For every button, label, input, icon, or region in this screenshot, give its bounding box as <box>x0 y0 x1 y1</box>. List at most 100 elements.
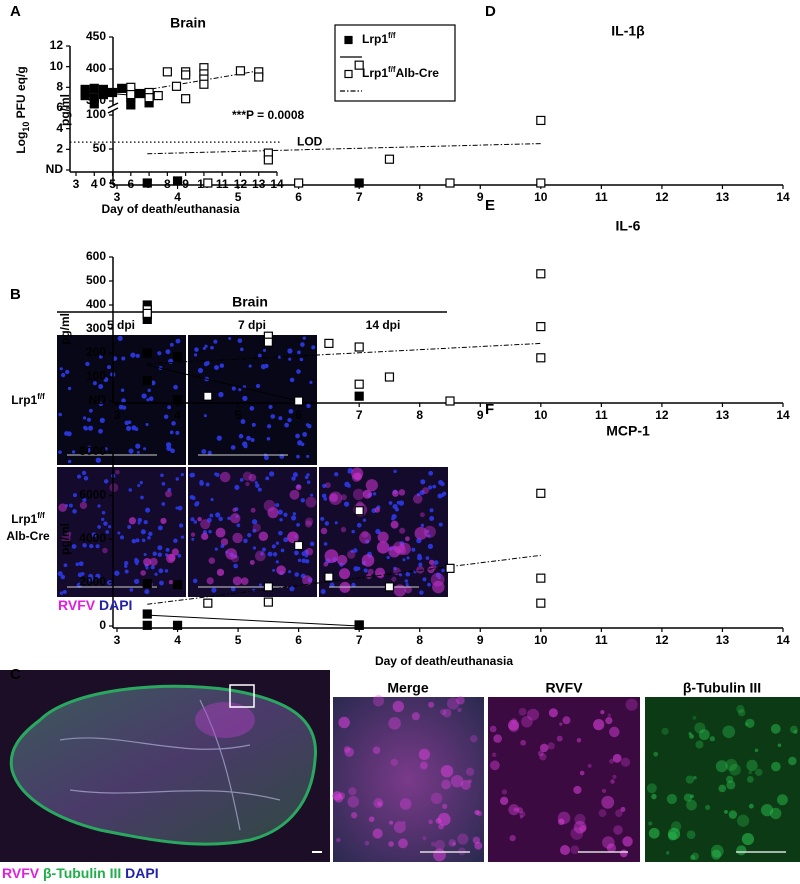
nucleus <box>88 576 94 582</box>
nucleus <box>398 500 405 506</box>
rvfv-signal <box>365 479 378 492</box>
x-tick-label: 8 <box>164 177 171 191</box>
data-point <box>171 81 182 91</box>
stain-signal <box>556 735 563 742</box>
nucleus <box>203 414 207 418</box>
x-tick-label: 5 <box>235 190 242 204</box>
nucleus <box>283 512 288 517</box>
nucleus <box>178 523 184 528</box>
nucleus <box>131 425 137 431</box>
stain-signal <box>474 841 483 850</box>
nucleus <box>292 512 297 516</box>
nucleus <box>112 356 118 361</box>
nucleus <box>89 543 94 549</box>
y-tick-label: 12 <box>50 38 64 52</box>
data-point <box>98 89 109 100</box>
stain-signal <box>430 792 443 805</box>
stain-signal <box>372 746 381 754</box>
stain-signal <box>576 737 582 743</box>
rvfv-signal <box>201 532 209 541</box>
text-part: RVFV <box>2 865 40 881</box>
merge-image <box>333 697 484 862</box>
nucleus <box>117 531 121 535</box>
stain-signal <box>509 834 516 842</box>
rvfv-signal <box>392 541 405 554</box>
nucleus <box>219 363 225 368</box>
nucleus <box>372 492 377 496</box>
nucleus <box>205 482 210 487</box>
nucleus <box>294 572 299 577</box>
stain-signal <box>448 839 457 847</box>
x-tick-label: 3 <box>114 408 121 422</box>
data-point <box>536 598 546 608</box>
rvfv-signal <box>354 472 363 481</box>
rvfv-signal <box>240 577 249 585</box>
data-point <box>354 379 364 389</box>
nucleus <box>208 529 212 534</box>
nucleus <box>145 422 149 427</box>
column-label: 7 dpi <box>238 318 266 332</box>
nucleus <box>59 367 63 371</box>
nucleus <box>307 424 312 429</box>
stain-signal <box>372 828 383 839</box>
nucleus <box>206 517 212 523</box>
rvfv-signal <box>168 579 174 585</box>
nucleus <box>133 578 140 584</box>
nucleus <box>95 573 101 579</box>
nucleus <box>60 574 66 580</box>
stain-signal <box>393 821 406 834</box>
nucleus <box>300 442 305 447</box>
rvfv-signal <box>305 496 317 508</box>
x-tick-label: 11 <box>595 408 608 422</box>
rvfv-signal <box>320 527 328 535</box>
nucleus <box>143 447 147 451</box>
data-point <box>203 598 213 608</box>
data-point <box>203 178 213 188</box>
nucleus <box>255 483 260 488</box>
stain-signal <box>755 768 763 777</box>
panel-label: C <box>10 666 21 683</box>
nucleus <box>427 534 431 538</box>
nucleus <box>302 336 306 340</box>
nucleus <box>157 525 163 531</box>
nucleus <box>134 557 138 562</box>
x-tick-label: 4 <box>174 408 181 422</box>
nucleus <box>72 509 77 514</box>
nucleus <box>291 476 296 481</box>
rvfv-signal <box>395 545 407 556</box>
stain-signal <box>343 745 351 753</box>
stain-signal <box>602 788 607 794</box>
trend-line <box>147 143 541 155</box>
rvfv-signal <box>232 532 243 544</box>
data-point <box>142 308 152 318</box>
data-point <box>354 620 364 630</box>
data-point <box>445 396 455 406</box>
nucleus <box>169 430 174 435</box>
nucleus <box>237 338 243 344</box>
data-point <box>172 352 183 362</box>
nucleus <box>161 482 166 486</box>
y-tick-label: 2 <box>56 142 63 156</box>
nucleus <box>353 566 359 572</box>
stain-signal <box>418 748 431 761</box>
nucleus <box>279 518 283 522</box>
data-point <box>445 178 455 188</box>
stain-signal <box>686 830 696 840</box>
stain-signal <box>690 854 696 861</box>
stain-signal <box>559 722 563 726</box>
panel-label: A <box>10 3 21 20</box>
nucleus <box>136 450 140 454</box>
stain-signal <box>468 779 472 784</box>
nucleus <box>86 417 92 422</box>
nucleus <box>61 372 66 378</box>
stain-signal <box>745 718 755 728</box>
nucleus <box>175 477 180 481</box>
stain-signal <box>519 815 523 819</box>
text-part: f/f <box>388 31 396 40</box>
nucleus <box>363 568 368 573</box>
nucleus <box>95 457 102 463</box>
nucleus <box>103 377 109 383</box>
stain-signal <box>527 708 540 721</box>
stain-signal <box>399 798 412 810</box>
nucleus <box>309 380 313 384</box>
